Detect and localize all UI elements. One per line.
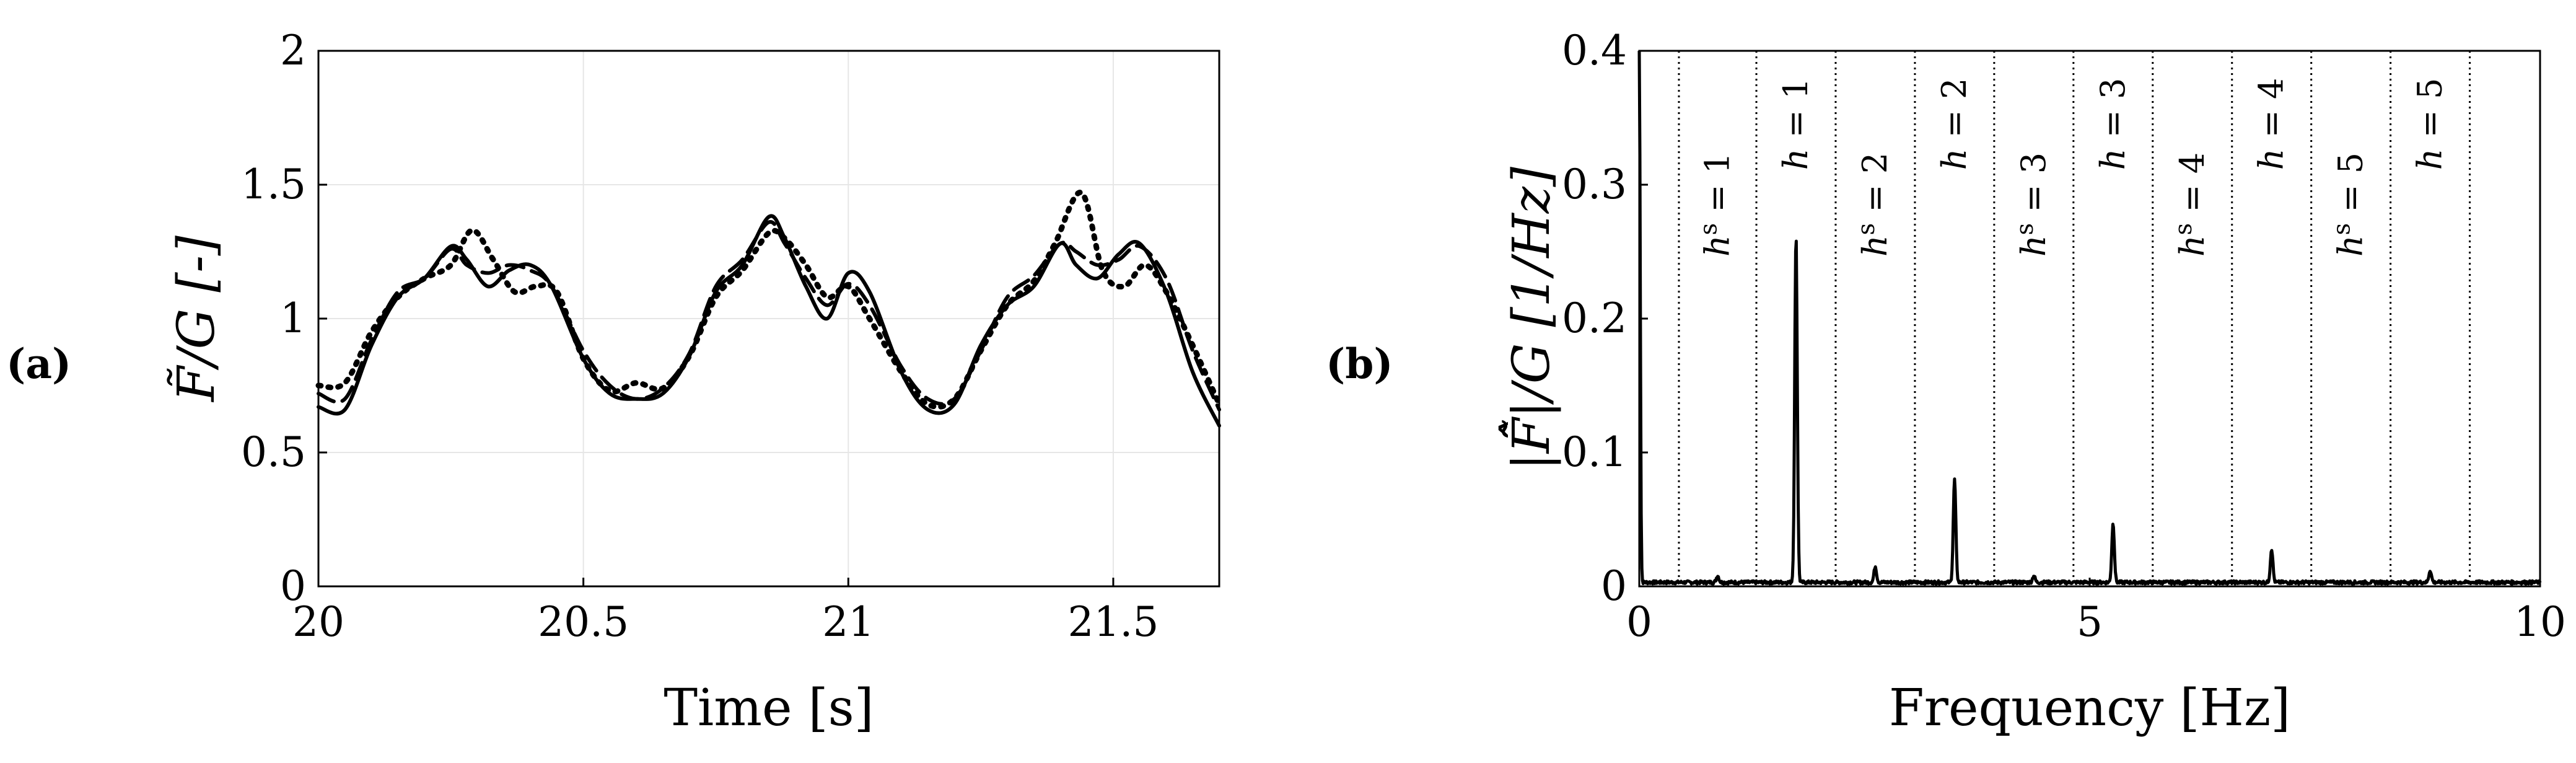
band-label: h = 4: [2252, 78, 2291, 170]
band-label-base: h: [1855, 235, 1895, 257]
band-label-base: h: [2411, 149, 2450, 170]
band-label: hs = 3: [2011, 152, 2053, 257]
band-label-base: h: [2093, 149, 2132, 170]
y-ticks-b: 0 0.1 0.2 0.3 0.4: [1562, 27, 1648, 610]
band-label-sup: s: [1852, 223, 1880, 236]
band-label: hs = 4: [2170, 152, 2212, 257]
band-label-base: h: [1935, 149, 1974, 170]
panel-label-b: (b): [1326, 340, 1393, 388]
series-dotted-line: [315, 190, 1222, 410]
panel-label-a: (a): [6, 340, 71, 388]
chart-a: (a) 20 20.5 21 21.5 0 0.5 1 1.5 2 Time [s] F̃/G…: [6, 27, 1222, 738]
y-tick-label: 1: [280, 294, 306, 342]
band-label-eq: = 3: [2014, 152, 2053, 223]
y-tick-label: 0.5: [241, 428, 306, 476]
band-label-base: h: [2173, 235, 2212, 257]
band-label-eq: = 4: [2252, 78, 2291, 149]
band-label-eq: = 2: [1855, 152, 1895, 223]
band-label-base: h: [2252, 149, 2291, 170]
x-axis-label-a: Time [s]: [664, 679, 874, 738]
band-label-eq: = 3: [2093, 78, 2132, 149]
band-label-eq: = 1: [1698, 152, 1737, 223]
x-tick-label: 0: [1626, 598, 1652, 646]
x-tick-label: 5: [2077, 598, 2103, 646]
x-tick-label: 20: [292, 598, 344, 646]
y-axis-label-a: F̃/G [-]: [167, 235, 226, 403]
x-tick-label: 21: [822, 598, 874, 646]
y-tick-label: 0.4: [1562, 27, 1627, 74]
band-label: hs = 5: [2328, 152, 2370, 257]
band-separators-b: [1678, 51, 2471, 586]
x-tick-label: 21.5: [1067, 598, 1159, 646]
band-label-eq: = 5: [2331, 152, 2370, 223]
plot-area-b: [1639, 51, 2540, 586]
band-label: h = 5: [2411, 78, 2450, 170]
band-label-eq: = 2: [1935, 78, 1974, 149]
band-label: h = 3: [2093, 78, 2132, 170]
y-axis-label-b: |F̃̂|/G [1/Hz]: [1499, 166, 1561, 470]
band-label-sup: s: [2328, 223, 2355, 236]
series-group-a: [315, 190, 1222, 428]
x-tick-label: 10: [2514, 598, 2566, 646]
band-label-base: h: [2331, 235, 2370, 257]
band-label-eq: = 1: [1776, 78, 1815, 149]
y-tick-label: 2: [280, 27, 306, 74]
x-ticks-a: 20 20.5 21 21.5: [292, 578, 1159, 646]
band-label: h = 1: [1776, 78, 1815, 170]
band-label-base: h: [2014, 235, 2053, 257]
x-ticks-b: 0 5 10: [1626, 578, 2566, 646]
y-tick-label: 0.3: [1562, 161, 1627, 208]
y-tick-label: 0.1: [1562, 428, 1627, 476]
y-tick-label: 0.2: [1562, 294, 1627, 342]
band-label: hs = 1: [1694, 152, 1737, 257]
band-label: h = 2: [1935, 78, 1974, 170]
x-tick-label: 20.5: [538, 598, 629, 646]
band-label-eq: = 4: [2173, 152, 2212, 223]
band-label: hs = 2: [1852, 152, 1895, 257]
y-tick-label: 0: [280, 562, 306, 610]
band-label-sup: s: [2011, 223, 2038, 236]
band-label-sup: s: [1694, 223, 1722, 236]
band-label-base: h: [1776, 149, 1815, 170]
y-tick-label: 1.5: [241, 161, 306, 208]
y-ticks-a: 0 0.5 1 1.5 2: [241, 27, 327, 610]
band-label-sup: s: [2170, 223, 2197, 236]
x-axis-label-b: Frequency [Hz]: [1889, 679, 2290, 738]
band-label-eq: = 5: [2411, 78, 2450, 149]
band-label-base: h: [1698, 235, 1737, 257]
y-tick-label: 0: [1601, 562, 1627, 610]
